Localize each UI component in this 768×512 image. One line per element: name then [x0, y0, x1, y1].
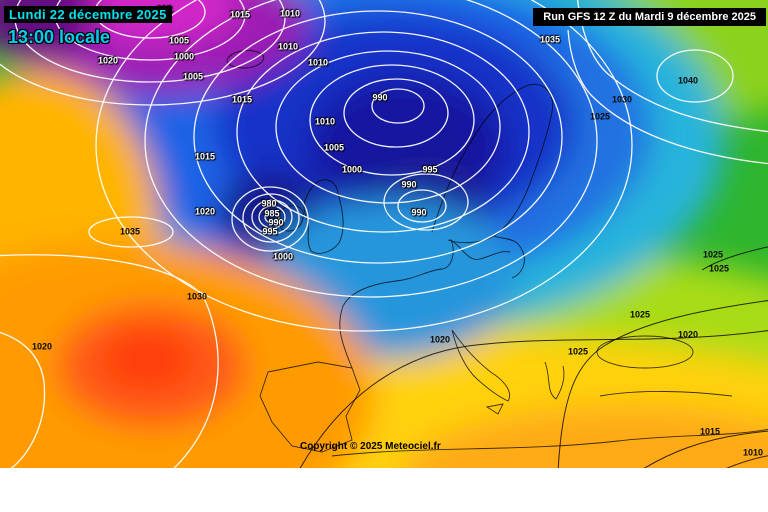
pressure-label: 1040 [677, 75, 699, 86]
pressure-label: 1020 [31, 341, 53, 352]
pressure-label: 1025 [629, 309, 651, 320]
weather-map: 995 1015 1010 1010 1005 1000 1020 1005 1015 1010 1… [0, 0, 768, 468]
pressure-label: 1035 [539, 34, 561, 45]
pressure-label: 1035 [119, 226, 141, 237]
pressure-labels-layer: 995 1015 1010 1010 1005 1000 1020 1005 1015 1010 1… [31, 5, 764, 458]
pressure-label: 1005 [168, 35, 190, 46]
pressure-label: 1010 [279, 8, 301, 19]
pressure-label: 1010 [307, 57, 329, 68]
pressure-label: 1010 [742, 447, 764, 458]
forecast-date: Lundi 22 décembre 2025 [4, 6, 172, 23]
map-graphic [0, 0, 768, 468]
pressure-label: 1000 [173, 51, 195, 62]
pressure-label: 1005 [323, 142, 345, 153]
pressure-label: 995 [422, 164, 438, 175]
pressure-label: 1010 [314, 116, 336, 127]
footer-bar: Géop. Z500 & pression au sol (+ 312h) 49… [0, 468, 768, 512]
pressure-label: 1025 [708, 263, 730, 274]
forecast-local-time: 13:00 locale [8, 27, 111, 47]
pressure-label: 1025 [567, 346, 589, 357]
pressure-label: 1005 [182, 71, 204, 82]
pressure-label: 1025 [702, 249, 724, 260]
pressure-label: 1025 [589, 111, 611, 122]
pressure-label: 990 [268, 217, 284, 228]
pressure-label: 1020 [677, 329, 699, 340]
pressure-label: 990 [401, 179, 417, 190]
pressure-label: 990 [411, 207, 427, 218]
copyright-notice: Copyright © 2025 Meteociel.fr [300, 441, 441, 452]
coastlines [226, 50, 768, 457]
pressure-label: 1000 [272, 251, 294, 262]
pressure-label: 1015 [229, 9, 251, 20]
pressure-label: 985 [264, 208, 280, 219]
pressure-label: 1010 [277, 41, 299, 52]
pressure-label: 995 [262, 226, 278, 237]
pressure-label: 1015 [699, 426, 721, 437]
pressure-label: 1020 [194, 206, 216, 217]
pressure-label: 980 [261, 198, 277, 209]
model-run-info: Run GFS 12 Z du Mardi 9 décembre 2025 [533, 8, 766, 26]
pressure-label: 1030 [186, 291, 208, 302]
pressure-label: 1020 [429, 334, 451, 345]
pressure-label: 1000 [341, 164, 363, 175]
isobars-white [0, 0, 768, 468]
pressure-label: 1015 [194, 151, 216, 162]
pressure-label: 990 [372, 92, 388, 103]
pressure-label: 1015 [231, 94, 253, 105]
pressure-label: 1030 [611, 94, 633, 105]
pressure-label: 1020 [97, 55, 119, 66]
